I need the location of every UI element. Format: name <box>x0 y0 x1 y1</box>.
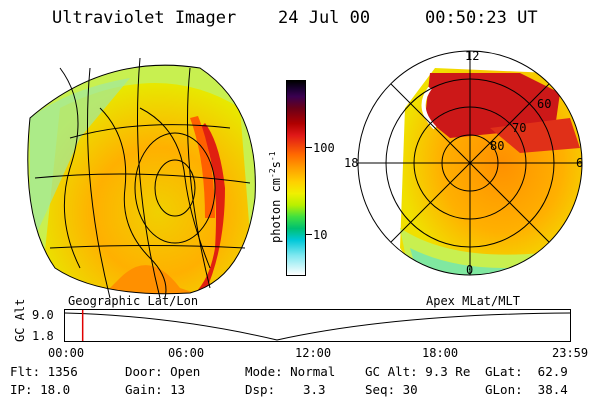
mlat-label-70: 70 <box>512 121 526 135</box>
units-sup1: -2 <box>268 168 277 178</box>
mlt-label-18: 18 <box>344 156 358 170</box>
timeline-xtick-0600: 06:00 <box>168 346 205 360</box>
timeline-xtick-2359: 23:59 <box>552 346 589 360</box>
info-mode: Mode: Normal <box>245 364 336 379</box>
units-main: photon cm <box>269 177 283 243</box>
timeline-xtick-0000: 00:00 <box>48 346 85 360</box>
polar-mlt-panel: 12 6 0 18 60 70 80 <box>344 49 583 277</box>
info-ip: IP: 18.0 <box>10 382 71 397</box>
units-sup2: -1 <box>268 151 277 162</box>
mlt-label-0: 0 <box>466 263 473 277</box>
colorbar-tick <box>306 147 312 148</box>
timeline-ytick-top: 9.0 <box>32 308 54 322</box>
timeline-xtick-1200: 12:00 <box>295 346 332 360</box>
units-mid: s <box>269 161 283 169</box>
info-glon: GLon: 38.4 <box>485 382 568 397</box>
image-date: 24 Jul 00 <box>278 8 371 28</box>
colorbar-label-10: 10 <box>313 228 328 242</box>
timeline-xtick-1800: 18:00 <box>422 346 459 360</box>
colorbar-units: photon cm-2s-1 <box>268 151 283 243</box>
altitude-curve <box>65 310 570 341</box>
info-gain: Gain: 13 <box>125 382 186 397</box>
image-time: 00:50:23 UT <box>425 8 538 28</box>
colorbar <box>286 80 306 276</box>
timeline-ylabel: GC Alt <box>13 298 27 342</box>
info-gc-alt: GC Alt: 9.3 Re <box>365 364 471 379</box>
left-panel-caption: Geographic Lat/Lon <box>68 294 199 308</box>
info-seq: Seq: 30 <box>365 382 418 397</box>
mlat-label-60: 60 <box>537 97 551 111</box>
geographic-grid <box>27 57 256 298</box>
auroral-image-right <box>400 68 582 275</box>
mlt-label-12: 12 <box>465 49 479 63</box>
info-flt: Flt: 1356 <box>10 364 78 379</box>
geographic-image-panel <box>27 57 256 298</box>
mlat-label-80: 80 <box>490 139 504 153</box>
timeline-ytick-bottom: 1.8 <box>32 329 54 343</box>
instrument-title: Ultraviolet Imager <box>52 8 237 28</box>
info-dsp-value: 3.3 <box>303 382 326 397</box>
info-door: Door: Open <box>125 364 201 379</box>
mlt-label-6: 6 <box>576 156 583 170</box>
colorbar-label-100: 100 <box>313 141 335 155</box>
info-glat: GLat: 62.9 <box>485 364 568 379</box>
right-panel-caption: Apex MLat/MLT <box>426 294 520 308</box>
colorbar-tick <box>306 234 312 235</box>
auroral-image-left <box>27 65 256 294</box>
info-dsp-label: Dsp: <box>245 382 276 397</box>
orbit-timeline <box>64 309 571 342</box>
mlat-rings <box>357 50 583 276</box>
